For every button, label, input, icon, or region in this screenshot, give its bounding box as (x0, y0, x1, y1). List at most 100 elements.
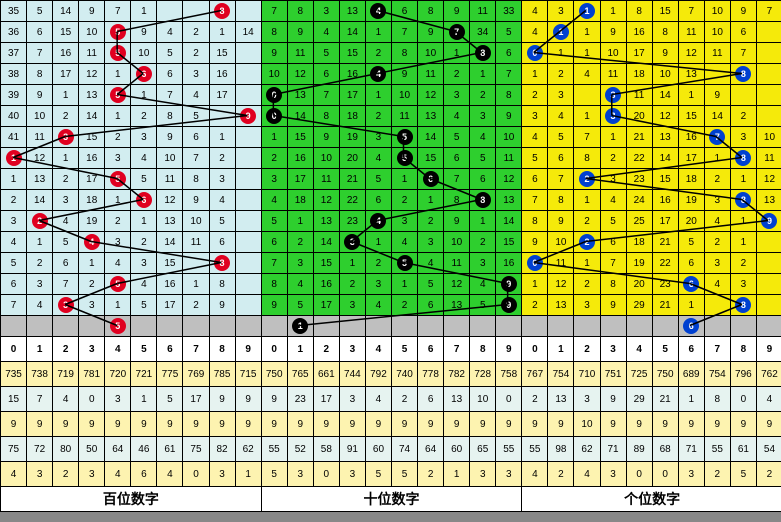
stat-cell: 9 (210, 387, 235, 411)
data-cell: 2 (366, 43, 391, 63)
data-cell: 5 (418, 274, 443, 294)
stat-cell: 9 (236, 387, 261, 411)
data-cell: 5 (210, 211, 235, 231)
stat-cell: 29 (627, 387, 652, 411)
data-cell: 6 (1, 274, 26, 294)
data-cell: 10 (548, 232, 573, 252)
data-cell: 5 (105, 316, 130, 336)
stat-cell: 9 (418, 412, 443, 436)
data-cell: 2 (131, 106, 156, 126)
digit-header: 0 (262, 337, 287, 361)
digit-header: 2 (574, 337, 599, 361)
data-cell: 18 (79, 190, 104, 210)
data-cell: 6 (131, 190, 156, 210)
stat-cell: 9 (522, 412, 547, 436)
data-cell: 2 (418, 211, 443, 231)
data-cell (157, 316, 182, 336)
data-cell (392, 316, 417, 336)
data-cell: 3 (53, 190, 78, 210)
data-cell: 2 (131, 232, 156, 252)
stat-cell: 98 (548, 437, 573, 461)
data-cell: 13 (548, 295, 573, 315)
data-cell: 4 (27, 295, 52, 315)
data-cell: 9 (444, 211, 469, 231)
data-cell: 20 (340, 148, 365, 168)
data-cell: 4 (444, 106, 469, 126)
digit-header: 5 (131, 337, 156, 361)
data-cell: 10 (262, 64, 287, 84)
data-cell: 8 (210, 1, 235, 21)
ball-marker: 5 (110, 276, 126, 292)
data-cell: 33 (496, 1, 521, 21)
stat-cell: 661 (314, 362, 339, 386)
stat-cell: 89 (627, 437, 652, 461)
data-cell: 29 (627, 295, 652, 315)
data-cell (574, 85, 599, 105)
stat-cell: 3 (679, 462, 704, 486)
stat-cell: 55 (496, 437, 521, 461)
data-cell: 4 (601, 190, 626, 210)
data-cell: 17 (53, 64, 78, 84)
stat-cell: 55 (262, 437, 287, 461)
data-cell: 12 (444, 274, 469, 294)
data-cell (236, 232, 261, 252)
stat-cell: 82 (210, 437, 235, 461)
data-cell: 6 (314, 64, 339, 84)
data-cell: 1 (574, 1, 599, 21)
digit-header: 9 (236, 337, 261, 361)
data-cell: 3 (105, 232, 130, 252)
data-cell: 7 (444, 22, 469, 42)
stat-cell: 75 (183, 437, 208, 461)
stat-cell: 6 (131, 462, 156, 486)
ball-marker: 6 (683, 276, 699, 292)
data-cell: 5 (679, 232, 704, 252)
data-cell: 3 (522, 106, 547, 126)
stat-cell: 75 (1, 437, 26, 461)
data-cell: 16 (496, 253, 521, 273)
stat-cell: 71 (601, 437, 626, 461)
data-cell: 8 (157, 106, 182, 126)
data-cell: 11 (757, 148, 781, 168)
data-cell: 13 (653, 127, 678, 147)
data-cell: 4 (210, 190, 235, 210)
data-cell: 8 (27, 64, 52, 84)
data-cell: 1 (522, 274, 547, 294)
data-cell: 4 (314, 22, 339, 42)
ball-marker: 5 (397, 129, 413, 145)
stat-cell: 9 (262, 412, 287, 436)
stat-cell: 9 (653, 412, 678, 436)
stat-cell: 9 (105, 412, 130, 436)
data-cell: 22 (653, 253, 678, 273)
data-cell: 1 (574, 190, 599, 210)
stat-cell: 3 (79, 462, 104, 486)
ball-marker: 0 (266, 108, 282, 124)
ball-marker: 8 (735, 150, 751, 166)
data-cell: 6 (53, 253, 78, 273)
data-cell: 1 (392, 274, 417, 294)
data-cell: 1 (392, 169, 417, 189)
data-cell: 17 (653, 211, 678, 231)
stat-cell: 5 (157, 387, 182, 411)
data-cell: 1 (679, 295, 704, 315)
data-cell: 8 (496, 85, 521, 105)
digit-header: 4 (366, 337, 391, 361)
data-cell: 3 (470, 253, 495, 273)
data-cell: 0 (522, 253, 547, 273)
data-cell: 9 (314, 127, 339, 147)
stat-cell: 1 (131, 387, 156, 411)
data-cell: 7 (496, 64, 521, 84)
stat-cell: 54 (757, 437, 781, 461)
data-cell: 2 (366, 253, 391, 273)
stat-cell: 72 (27, 437, 52, 461)
digit-header: 2 (53, 337, 78, 361)
stat-cell: 9 (496, 412, 521, 436)
data-cell: 5 (366, 169, 391, 189)
data-cell: 4 (131, 274, 156, 294)
ball-marker: 5 (110, 24, 126, 40)
data-cell: 2 (183, 295, 208, 315)
data-cell: 6 (418, 169, 443, 189)
stat-cell: 61 (731, 437, 756, 461)
data-cell: 11 (392, 106, 417, 126)
data-cell: 15 (496, 232, 521, 252)
data-cell: 20 (679, 211, 704, 231)
